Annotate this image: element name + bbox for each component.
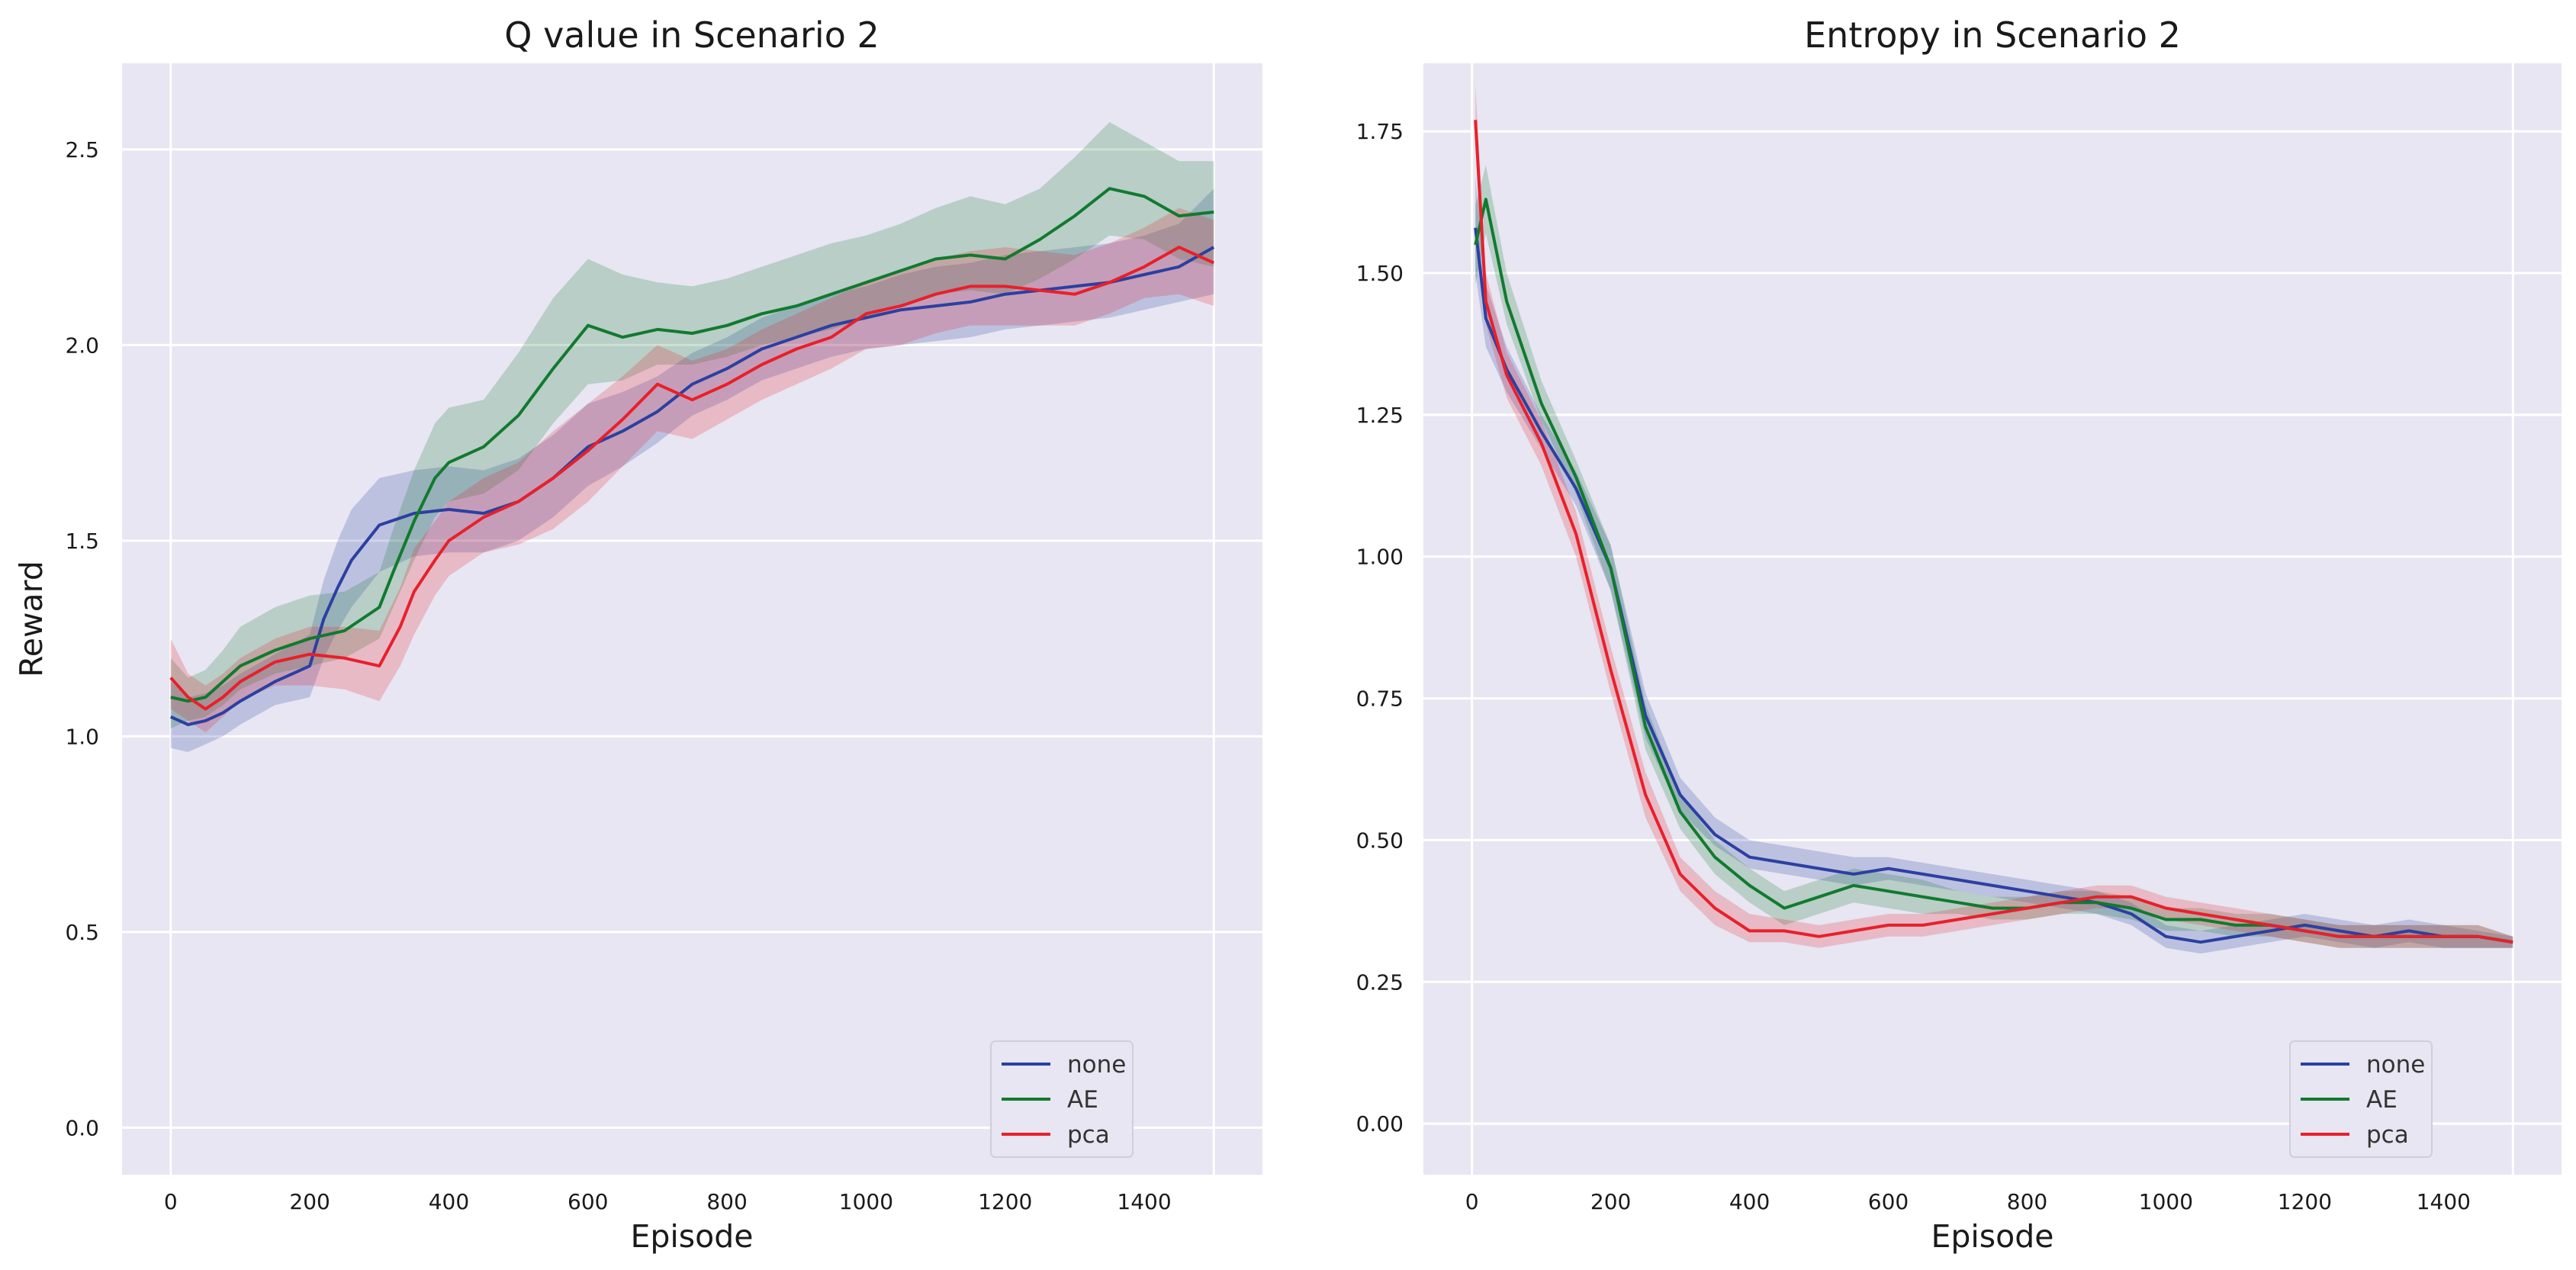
x-tick-label: 0 [1465,1189,1479,1214]
x-axis-label: Episode [1931,1218,2053,1255]
x-axis-label: Episode [630,1218,753,1255]
x-tick-label: 800 [706,1189,747,1214]
y-tick-label: 0.5 [65,920,99,945]
legend-label-pca: pca [1067,1121,1110,1149]
legend-label-ae: AE [2366,1086,2398,1114]
y-axis-label: Reward [13,561,50,677]
x-tick-label: 400 [429,1189,469,1214]
x-tick-label: 0 [164,1189,178,1214]
legend: none AE pca [990,1040,1134,1158]
y-tick-label: 1.5 [65,529,99,554]
y-tick-label: 1.75 [1356,119,1404,144]
y-tick-label: 2.5 [65,137,99,162]
x-tick-label: 1400 [1117,1189,1171,1214]
legend-box [2289,1040,2433,1158]
x-tick-label: 1200 [2278,1189,2332,1214]
entropy-chart: 0 200 400 600 800 1000 1200 1400 0.00 0.25 0.50 0.7… [1356,14,2562,1255]
x-tick-label: 200 [1590,1189,1631,1214]
plot-area [122,63,1262,1175]
legend: none AE pca [2289,1040,2433,1158]
y-tick-label: 1.00 [1356,545,1404,570]
y-tick-label: 2.0 [65,333,99,358]
q-value-chart: 0 200 400 600 800 1000 1200 1400 0.0 0.5 1.0 1.5 2.0… [13,14,1262,1255]
x-tick-label: 600 [1868,1189,1909,1214]
y-tick-label: 0.25 [1356,969,1404,995]
y-tick-label: 0.75 [1356,686,1404,712]
x-tick-label: 800 [2007,1189,2047,1214]
x-tick-label: 600 [568,1189,608,1214]
plot-area [1423,63,2562,1175]
chart-title: Q value in Scenario 2 [504,14,880,56]
x-tick-label: 400 [1729,1189,1770,1214]
series-line-pca [1474,120,2513,944]
legend-label-none: none [1067,1051,1126,1079]
series-line-pca [169,246,1215,711]
x-tick-label: 1000 [839,1189,893,1214]
x-tick-label: 1000 [2139,1189,2193,1214]
y-tick-label: 0.50 [1356,828,1404,853]
x-tick-label: 1400 [2417,1189,2471,1214]
x-tick-label: 200 [289,1189,330,1214]
band-pca [170,207,1214,733]
y-tick-label: 1.25 [1356,403,1404,428]
legend-label-none: none [2366,1051,2425,1079]
band-ae [170,122,1214,729]
legend-label-ae: AE [1067,1086,1098,1114]
band-none [170,188,1214,752]
legend-label-pca: pca [2366,1121,2409,1149]
x-tick-label: 1200 [978,1189,1032,1214]
chart-title: Entropy in Scenario 2 [1804,14,2181,56]
y-tick-label: 0.0 [65,1115,99,1140]
y-tick-label: 0.00 [1356,1111,1404,1137]
series-line-ae [170,187,1214,703]
legend-box [990,1040,1134,1158]
y-tick-label: 1.50 [1356,261,1404,286]
series-line-none [169,246,1215,726]
y-tick-label: 1.0 [65,724,99,749]
